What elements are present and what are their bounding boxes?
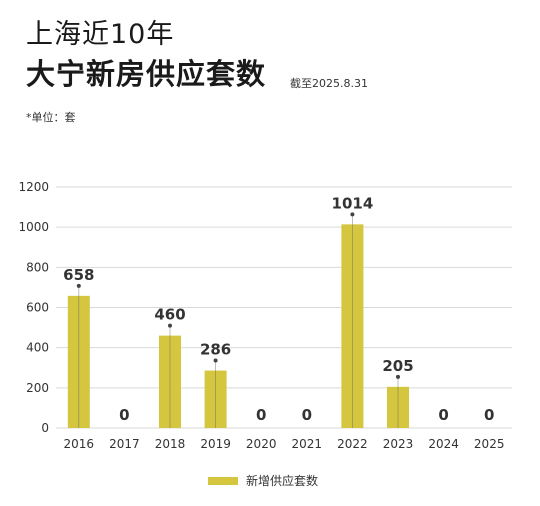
data-label: 0 <box>119 406 129 424</box>
x-tick-label: 2020 <box>246 437 277 451</box>
x-tick-label: 2023 <box>383 437 414 451</box>
y-tick-label: 0 <box>41 421 49 435</box>
bar-marker-dot <box>213 358 218 363</box>
data-label: 0 <box>484 406 494 424</box>
x-tick-label: 2024 <box>428 437 459 451</box>
bar-marker-dot <box>350 212 355 217</box>
legend-label: 新增供应套数 <box>246 474 319 488</box>
data-label: 0 <box>256 406 266 424</box>
y-tick-label: 200 <box>26 381 49 395</box>
chart-title-line1: 上海近10年 <box>26 19 175 50</box>
y-tick-label: 600 <box>26 301 49 315</box>
x-tick-label: 2025 <box>474 437 505 451</box>
chart-title-line2: 大宁新房供应套数 <box>26 57 267 91</box>
data-label: 0 <box>438 406 448 424</box>
data-label: 0 <box>302 406 312 424</box>
x-tick-label: 2016 <box>64 437 95 451</box>
data-label: 460 <box>154 306 185 324</box>
unit-note: *单位：套 <box>26 111 76 124</box>
bar-marker-dot <box>168 323 172 328</box>
bar-marker-dot <box>76 283 81 288</box>
data-label: 286 <box>200 341 231 359</box>
x-tick-label: 2021 <box>292 437 323 451</box>
data-label: 658 <box>63 266 94 284</box>
x-tick-label: 2022 <box>337 437 368 451</box>
y-tick-label: 400 <box>26 341 49 355</box>
data-label: 1014 <box>332 194 374 212</box>
legend-swatch <box>208 476 238 485</box>
data-label: 205 <box>382 357 413 375</box>
y-tick-label: 1200 <box>18 180 49 194</box>
x-tick-label: 2018 <box>155 437 186 451</box>
y-tick-label: 800 <box>26 260 49 274</box>
bar-marker-dot <box>396 374 400 379</box>
x-tick-label: 2019 <box>200 437 231 451</box>
x-tick-label: 2017 <box>109 437 140 451</box>
y-tick-label: 1000 <box>18 220 49 234</box>
as-of-date: 截至2025.8.31 <box>290 77 368 90</box>
legend: 新增供应套数 <box>208 472 318 489</box>
